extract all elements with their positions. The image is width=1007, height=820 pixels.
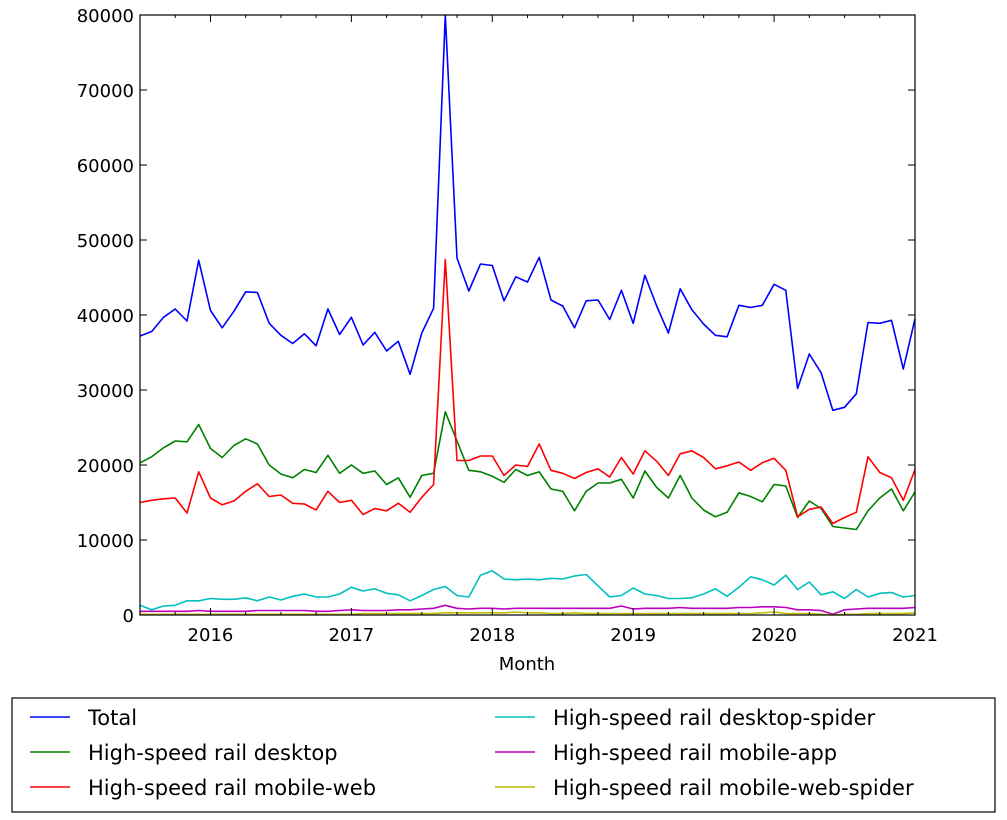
legend-label-3: High-speed rail desktop-spider xyxy=(553,706,876,730)
y-tick-label: 40000 xyxy=(77,306,134,327)
plot-frame xyxy=(139,14,916,616)
y-tick-label: 0 xyxy=(123,606,134,627)
y-tick-label: 30000 xyxy=(77,381,134,402)
series-layer xyxy=(139,14,916,616)
series-line-3 xyxy=(139,569,916,611)
series-line-4 xyxy=(140,604,916,616)
legend-label-2: High-speed rail mobile-web xyxy=(88,776,376,800)
legend-label-0: Total xyxy=(87,706,137,730)
y-tick-label: 80000 xyxy=(77,6,134,27)
legend-label-4: High-speed rail mobile-app xyxy=(553,741,837,765)
series-line-1 xyxy=(139,410,916,531)
series-line-0 xyxy=(139,14,916,412)
y-tick-label: 50000 xyxy=(77,231,134,252)
y-tick-label: 60000 xyxy=(77,156,134,177)
legend-label-5: High-speed rail mobile-web-spider xyxy=(553,776,914,800)
y-tick-label: 10000 xyxy=(77,531,134,552)
series-line-2 xyxy=(139,258,916,525)
legend-label-1: High-speed rail desktop xyxy=(88,741,338,765)
x-tick-label: 2020 xyxy=(751,625,797,646)
x-tick-label: 2016 xyxy=(188,625,234,646)
axes: 0 10000 20000 30000 40000 50000 60000 70000 8000… xyxy=(77,6,938,646)
x-tick-label: 2021 xyxy=(892,625,938,646)
x-tick-label: 2018 xyxy=(469,625,515,646)
y-tick-label: 70000 xyxy=(77,81,134,102)
y-tick-label: 20000 xyxy=(77,456,134,477)
x-axis-label: Month xyxy=(499,654,555,675)
x-tick-label: 2019 xyxy=(610,625,656,646)
legend: Total High-speed rail desktop High-speed r… xyxy=(30,706,914,800)
x-tick-label: 2017 xyxy=(328,625,374,646)
